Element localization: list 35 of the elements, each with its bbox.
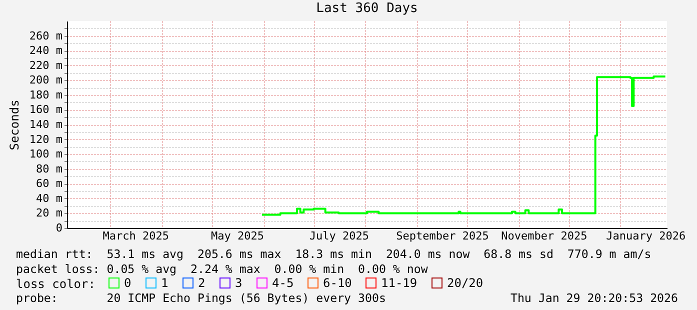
- y-tick-label: 200 m: [29, 74, 63, 87]
- x-tick-label: September 2025: [396, 230, 489, 242]
- y-tick-label: 20 m: [36, 206, 63, 220]
- x-tick-label: November 2025: [501, 230, 588, 242]
- x-tick-label: March 2025: [102, 230, 169, 242]
- legend-label: 6-10: [323, 276, 352, 290]
- y-tick-label: 160 m: [29, 103, 63, 116]
- x-tick-label: July 2025: [309, 230, 369, 242]
- legend-label: 11-19: [381, 276, 418, 290]
- legend-label: 20/20: [447, 276, 484, 290]
- chart-title: Last 360 Days: [316, 1, 418, 16]
- y-tick-label: 100 m: [29, 148, 63, 161]
- legend-label: 1: [161, 276, 168, 290]
- y-tick-label: 80 m: [36, 162, 63, 176]
- y-tick-label: 140 m: [29, 118, 63, 131]
- y-tick-label: 260 m: [29, 29, 63, 42]
- legend-label: 0: [124, 276, 132, 290]
- text: Thu Jan 29 20:20:53 2026: [510, 291, 678, 305]
- y-tick-label: 40 m: [36, 192, 63, 205]
- y-tick-label: 220 m: [29, 58, 63, 72]
- text: median rtt: 53.1 ms avg 205.6 ms max 18.3 ms min 204.0 ms now 68.8 ms sd 770.9 m am/s: [16, 247, 652, 261]
- x-tick-label: January 2026: [606, 230, 686, 242]
- x-tick-label: May 2025: [211, 230, 264, 242]
- legend-title: loss color:: [16, 277, 96, 291]
- y-axis-title: Seconds: [7, 100, 22, 150]
- y-tick-label: 60 m: [36, 177, 63, 190]
- y-tick-label: 0: [56, 222, 62, 234]
- text: probe: 20 ICMP Echo Pings (56 Bytes) every 300s: [16, 291, 386, 305]
- legend-label: 2: [198, 276, 206, 290]
- y-tick-label: 180 m: [29, 88, 63, 102]
- text: packet loss: 0.05 % avg 2.24 % max 0.00 % min 0.00 % now: [16, 262, 428, 276]
- legend-label: 4-5: [272, 276, 294, 290]
- legend-label: 3: [235, 276, 242, 290]
- y-tick-label: 120 m: [29, 132, 63, 146]
- y-tick-label: 240 m: [29, 44, 63, 58]
